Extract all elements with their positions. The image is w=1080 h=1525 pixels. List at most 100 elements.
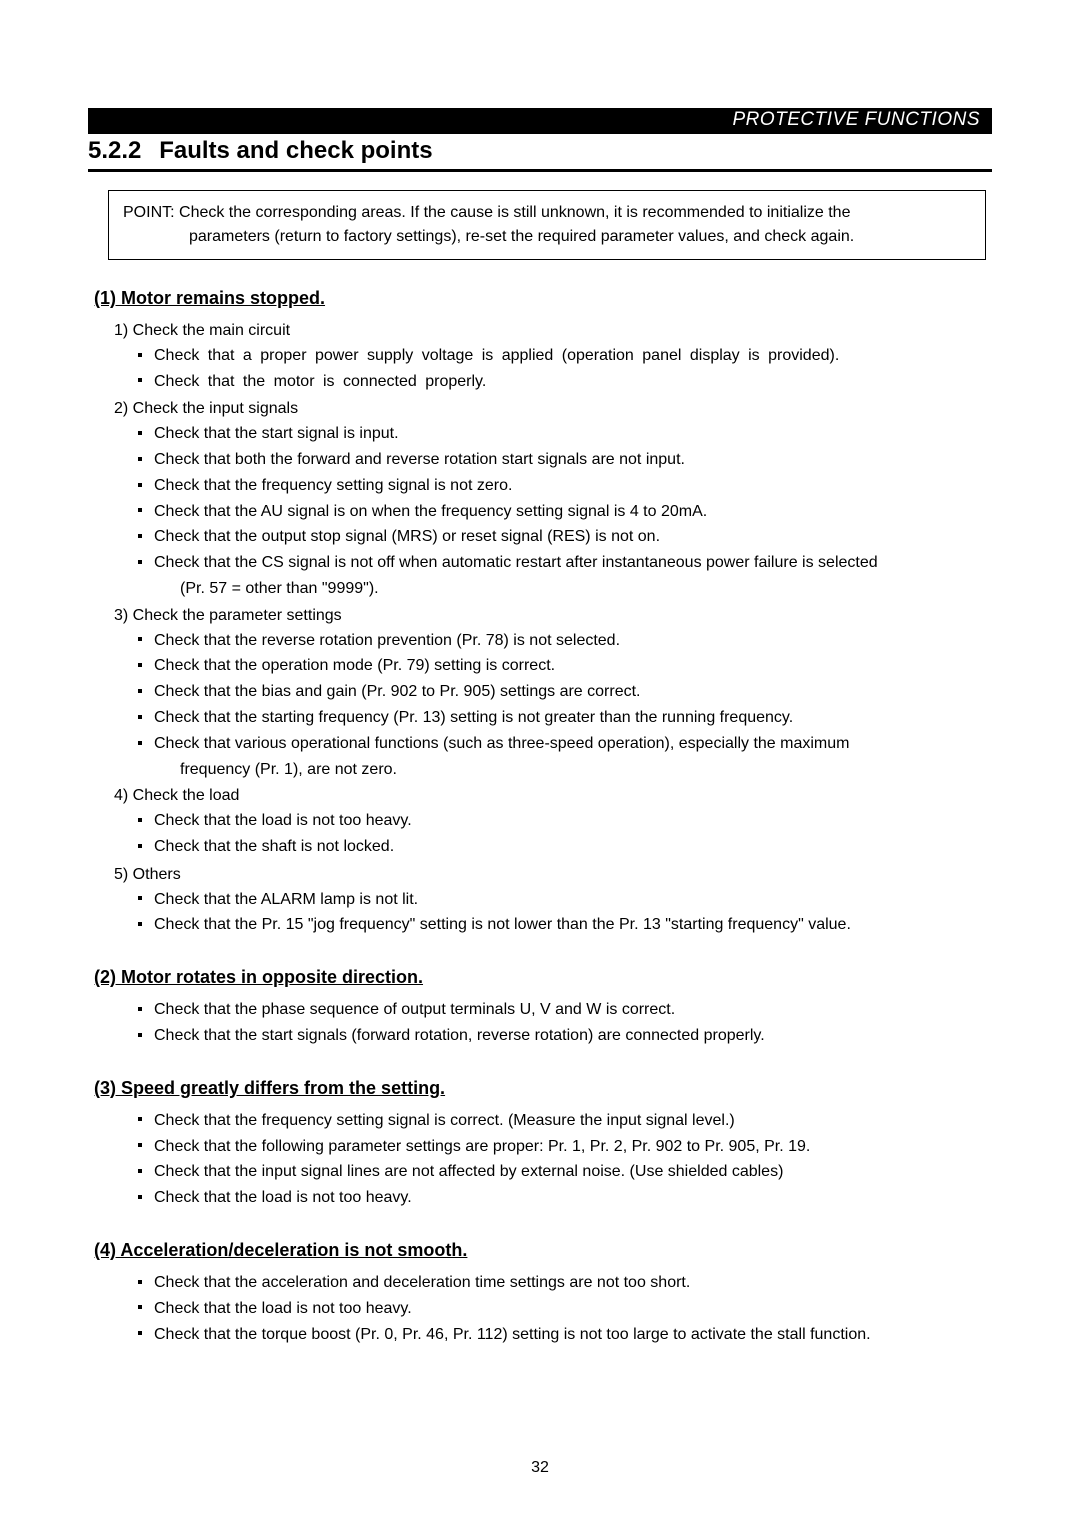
bullet-icon [138, 1160, 154, 1186]
bullet-text: Check that various operational functions… [154, 732, 992, 758]
bullet-continuation: frequency (Pr. 1), are not zero. [180, 758, 992, 783]
bullet-text: Check that the phase sequence of output … [154, 998, 992, 1024]
bullet-icon [138, 732, 154, 758]
bullet-text: Check that the input signal lines are no… [154, 1160, 992, 1186]
bullet-icon [138, 913, 154, 939]
bullet: Check that the AU signal is on when the … [138, 500, 992, 526]
bullet-icon [138, 654, 154, 680]
bullet-icon [138, 1323, 154, 1349]
bullet-text: Check that the Pr. 15 "jog frequency" se… [154, 913, 992, 939]
subsection-3-content: Check that the frequency setting signal … [88, 1109, 992, 1212]
section-title-text: Faults and check points [159, 137, 432, 164]
bullet: Check that the starting frequency (Pr. 1… [138, 706, 992, 732]
point-box-line2: parameters (return to factory settings),… [123, 225, 971, 249]
bullet-text: Check that the bias and gain (Pr. 902 to… [154, 680, 992, 706]
bullet-icon [138, 1024, 154, 1050]
bullet: Check that the frequency setting signal … [138, 474, 992, 500]
group-2-label: 2) Check the input signals [114, 397, 992, 422]
bullet-text: Check that the torque boost (Pr. 0, Pr. … [154, 1323, 992, 1349]
bullet: Check that both the forward and reverse … [138, 448, 992, 474]
bullet-text: Check that the reverse rotation preventi… [154, 629, 992, 655]
bullet-icon [138, 680, 154, 706]
bullet: Check that the torque boost (Pr. 0, Pr. … [138, 1323, 992, 1349]
subsection-1-content: 1) Check the main circuit Check that a p… [88, 319, 992, 939]
bullet-text: Check that the starting frequency (Pr. 1… [154, 706, 992, 732]
bullet-icon [138, 1186, 154, 1212]
bullet: Check that the Pr. 15 "jog frequency" se… [138, 913, 992, 939]
bullet-text: Check that the output stop signal (MRS) … [154, 525, 992, 551]
bullet-text: Check that the frequency setting signal … [154, 1109, 992, 1135]
group-5-label: 5) Others [114, 863, 992, 888]
header-bar-text: PROTECTIVE FUNCTIONS [732, 109, 980, 131]
bullet: Check that the phase sequence of output … [138, 998, 992, 1024]
bullet-icon [138, 500, 154, 526]
bullet-text: Check that the motor is connected proper… [154, 370, 992, 396]
bullet-icon [138, 370, 154, 396]
bullet-text: Check that the operation mode (Pr. 79) s… [154, 654, 992, 680]
bullet-text: Check that the following parameter setti… [154, 1135, 992, 1161]
bullet-icon [138, 1109, 154, 1135]
bullet: Check that various operational functions… [138, 732, 992, 758]
subsection-1-title: (1) Motor remains stopped. [94, 288, 992, 309]
bullet-icon [138, 1297, 154, 1323]
bullet-icon [138, 809, 154, 835]
group-4: 4) Check the load [114, 784, 992, 809]
bullet-continuation: (Pr. 57 = other than "9999"). [180, 577, 992, 602]
bullet: Check that the load is not too heavy. [138, 809, 992, 835]
bullet-text: Check that the AU signal is on when the … [154, 500, 992, 526]
bullet-icon [138, 344, 154, 370]
bullet: Check that the following parameter setti… [138, 1135, 992, 1161]
subsection-4: (4) Acceleration/deceleration is not smo… [88, 1240, 992, 1348]
bullet-text: Check that the start signal is input. [154, 422, 992, 448]
bullet: Check that the motor is connected proper… [138, 370, 992, 396]
bullet-text: Check that the start signals (forward ro… [154, 1024, 992, 1050]
bullet-text: Check that both the forward and reverse … [154, 448, 992, 474]
subsection-3-title: (3) Speed greatly differs from the setti… [94, 1078, 992, 1099]
bullet: Check that the reverse rotation preventi… [138, 629, 992, 655]
bullet-icon [138, 706, 154, 732]
bullet-icon [138, 551, 154, 577]
bullet-icon [138, 835, 154, 861]
bullet-icon [138, 998, 154, 1024]
subsection-4-title: (4) Acceleration/deceleration is not smo… [94, 1240, 992, 1261]
group-1: 1) Check the main circuit [114, 319, 992, 344]
group-1-label: 1) Check the main circuit [114, 319, 992, 344]
group-3-label: 3) Check the parameter settings [114, 604, 992, 629]
bullet-text: Check that the acceleration and decelera… [154, 1271, 992, 1297]
bullet-text: Check that the CS signal is not off when… [154, 551, 992, 577]
bullet: Check that the operation mode (Pr. 79) s… [138, 654, 992, 680]
bullet: Check that the start signals (forward ro… [138, 1024, 992, 1050]
bullet-icon [138, 888, 154, 914]
bullet-icon [138, 474, 154, 500]
group-3: 3) Check the parameter settings [114, 604, 992, 629]
bullet: Check that the start signal is input. [138, 422, 992, 448]
bullet: Check that the bias and gain (Pr. 902 to… [138, 680, 992, 706]
subsection-3: (3) Speed greatly differs from the setti… [88, 1078, 992, 1212]
subsection-2-title: (2) Motor rotates in opposite direction. [94, 967, 992, 988]
page-number: 32 [0, 1459, 1080, 1477]
bullet: Check that the ALARM lamp is not lit. [138, 888, 992, 914]
subsection-2-content: Check that the phase sequence of output … [88, 998, 992, 1050]
bullet: Check that a proper power supply voltage… [138, 344, 992, 370]
bullet-text: Check that the load is not too heavy. [154, 1186, 992, 1212]
bullet: Check that the input signal lines are no… [138, 1160, 992, 1186]
section-title-wrap: 5.2.2 Faults and check points [88, 137, 992, 172]
bullet: Check that the CS signal is not off when… [138, 551, 992, 577]
group-2: 2) Check the input signals [114, 397, 992, 422]
bullet-text: Check that the frequency setting signal … [154, 474, 992, 500]
bullet: Check that the load is not too heavy. [138, 1186, 992, 1212]
section-title [146, 137, 159, 164]
header-bar: PROTECTIVE FUNCTIONS [88, 108, 992, 134]
bullet-text: Check that the shaft is not locked. [154, 835, 992, 861]
bullet: Check that the shaft is not locked. [138, 835, 992, 861]
bullet-icon [138, 448, 154, 474]
bullet-icon [138, 1271, 154, 1297]
group-4-label: 4) Check the load [114, 784, 992, 809]
bullet-text: Check that the load is not too heavy. [154, 1297, 992, 1323]
bullet: Check that the acceleration and decelera… [138, 1271, 992, 1297]
section-number: 5.2.2 [88, 137, 141, 164]
bullet-text: Check that the load is not too heavy. [154, 809, 992, 835]
subsection-2: (2) Motor rotates in opposite direction.… [88, 967, 992, 1050]
point-box: POINT: Check the corresponding areas. If… [108, 190, 986, 260]
bullet: Check that the load is not too heavy. [138, 1297, 992, 1323]
